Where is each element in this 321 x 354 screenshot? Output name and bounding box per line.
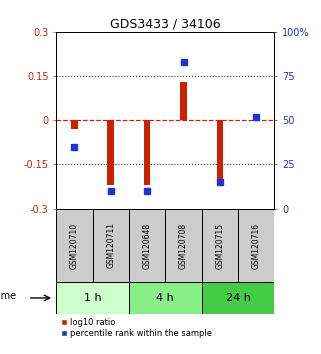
Bar xyxy=(202,282,274,314)
Bar xyxy=(144,120,151,185)
Text: GSM120716: GSM120716 xyxy=(252,222,261,269)
Text: GSM120711: GSM120711 xyxy=(106,222,115,268)
Bar xyxy=(165,209,202,282)
Bar xyxy=(56,282,129,314)
Bar xyxy=(202,209,238,282)
Text: 4 h: 4 h xyxy=(156,293,174,303)
Text: GSM120710: GSM120710 xyxy=(70,222,79,269)
Text: time: time xyxy=(0,291,17,301)
Bar xyxy=(129,282,202,314)
Bar xyxy=(180,82,187,120)
Legend: log10 ratio, percentile rank within the sample: log10 ratio, percentile rank within the … xyxy=(60,318,213,338)
Bar xyxy=(92,209,129,282)
Bar xyxy=(238,209,274,282)
Bar xyxy=(253,114,260,120)
Bar xyxy=(71,120,78,129)
Bar xyxy=(56,209,92,282)
Title: GDS3433 / 34106: GDS3433 / 34106 xyxy=(110,18,221,31)
Text: GSM120648: GSM120648 xyxy=(143,222,152,269)
Bar xyxy=(129,209,165,282)
Text: 1 h: 1 h xyxy=(84,293,101,303)
Text: GSM120708: GSM120708 xyxy=(179,222,188,269)
Bar xyxy=(108,120,114,185)
Text: 24 h: 24 h xyxy=(226,293,250,303)
Text: GSM120715: GSM120715 xyxy=(215,222,224,269)
Bar xyxy=(217,120,223,185)
